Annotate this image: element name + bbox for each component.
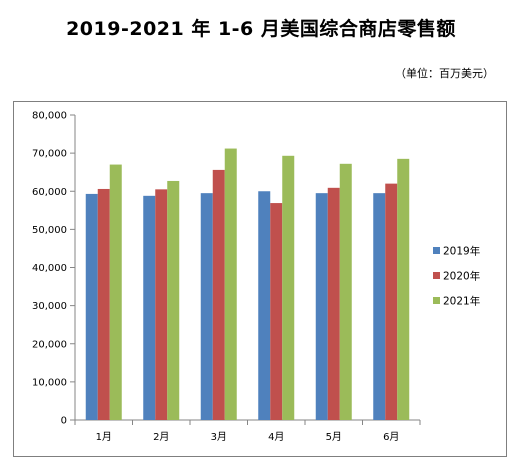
- bar-2021年-4月: [282, 155, 295, 420]
- x-tick-label: 2月: [153, 431, 169, 443]
- bar-2019年-6月: [373, 193, 386, 420]
- y-tick-label: 10,000: [32, 377, 67, 388]
- x-tick-label: 4月: [268, 431, 284, 443]
- bar-2020年-3月: [212, 169, 225, 420]
- y-tick-label: 70,000: [32, 149, 67, 160]
- bar-2019年-5月: [315, 193, 328, 420]
- bar-2019年-3月: [200, 193, 213, 420]
- bar-2021年-3月: [224, 148, 237, 421]
- x-tick-label: 1月: [96, 431, 112, 443]
- y-axis-ticks: 0 10,000 20,000 30,000 40,000 50,000 60,000 70,…: [32, 111, 75, 427]
- legend-label: 2019年: [443, 245, 480, 258]
- bar-2020年-5月: [327, 187, 340, 420]
- unit-note: （单位：百万美元）: [395, 67, 494, 80]
- y-tick-label: 40,000: [32, 263, 67, 274]
- y-tick-label: 0: [61, 416, 67, 427]
- bar-2021年-1月: [109, 164, 122, 420]
- x-tick-label: 5月: [326, 431, 342, 443]
- x-tick-label: 3月: [211, 431, 227, 443]
- y-tick-label: 80,000: [32, 111, 67, 122]
- bar-2021年-6月: [397, 158, 410, 420]
- bar-2019年-4月: [258, 191, 271, 420]
- y-tick-label: 30,000: [32, 301, 67, 312]
- legend-label: 2021年: [443, 295, 480, 308]
- legend-swatch: [433, 247, 440, 254]
- legend-swatch: [433, 297, 440, 304]
- bar-2021年-5月: [339, 163, 352, 421]
- bar-2020年-4月: [270, 203, 283, 420]
- bar-2020年-1月: [97, 188, 110, 420]
- y-tick-label: 50,000: [32, 225, 67, 236]
- legend: 2019年 2020年 2021年: [433, 245, 480, 308]
- y-tick-label: 60,000: [32, 187, 67, 198]
- bar-2020年-2月: [155, 189, 168, 420]
- bars-group: [85, 148, 410, 421]
- x-axis-ticks: 1月 2月 3月 4月 5月 6月: [74, 420, 421, 443]
- chart-title: 2019-2021 年 1-6 月美国综合商店零售额: [66, 18, 456, 40]
- bar-2019年-1月: [85, 193, 98, 420]
- bar-2021年-2月: [167, 180, 180, 420]
- bar-2019年-2月: [143, 195, 156, 420]
- y-tick-label: 20,000: [32, 339, 67, 350]
- legend-label: 2020年: [443, 270, 480, 283]
- legend-swatch: [433, 272, 440, 279]
- x-tick-label: 6月: [383, 431, 399, 443]
- bar-2020年-6月: [385, 183, 398, 420]
